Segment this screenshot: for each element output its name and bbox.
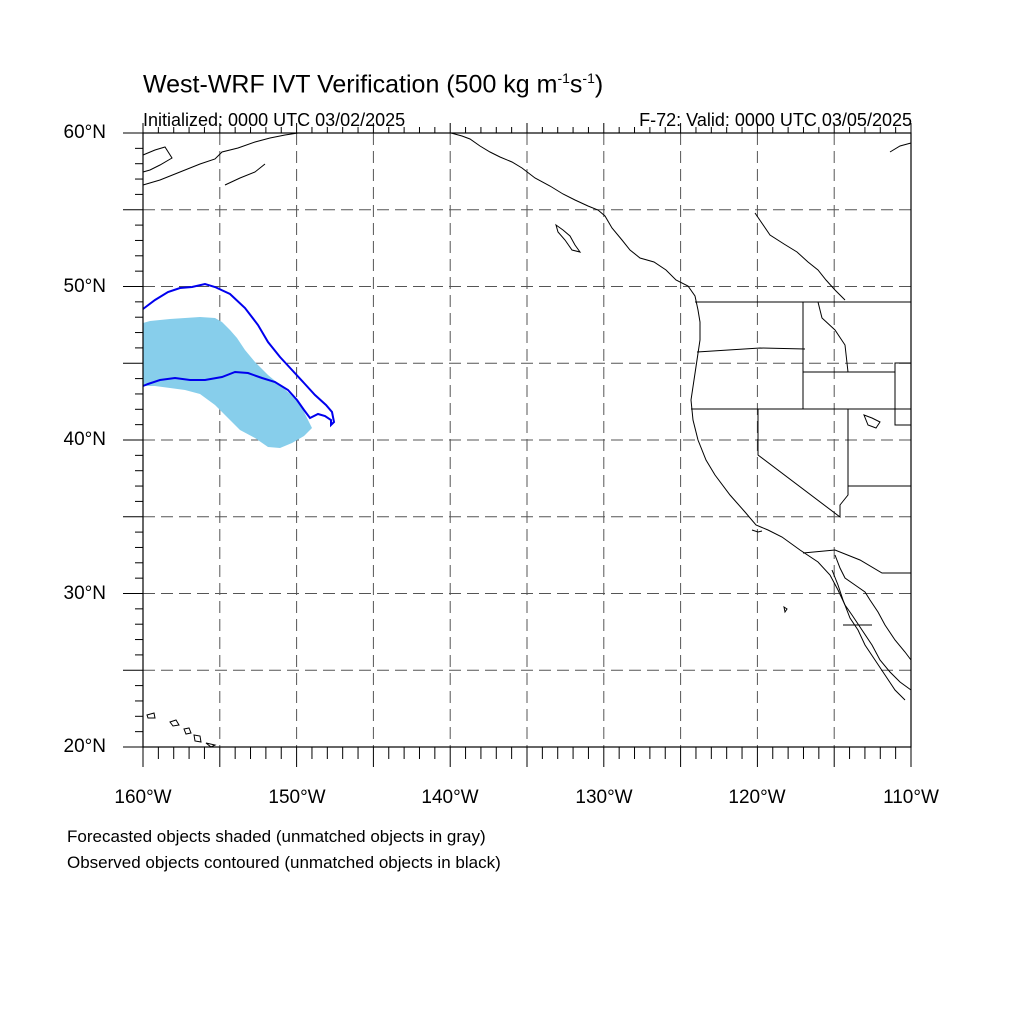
lat-label-30: 30°N [63, 583, 106, 604]
lon-label-160w: 160°W [114, 787, 172, 808]
forecast-ivt-object [143, 317, 312, 448]
lat-label-50: 50°N [63, 276, 106, 297]
initialized-label: Initialized: 0000 UTC 03/02/2025 [143, 110, 406, 130]
lon-label-120w: 120°W [728, 787, 786, 808]
lon-label-140w: 140°W [421, 787, 479, 808]
axis-ticks [123, 123, 912, 767]
lat-label-60: 60°N [63, 122, 106, 143]
map-border [142, 132, 912, 748]
lon-label-110w: 110°W [883, 787, 939, 808]
legend-forecast-note: Forecasted objects shaded (unmatched obj… [67, 827, 486, 846]
legend-observed-note: Observed objects contoured (unmatched ob… [67, 853, 501, 872]
lon-label-130w: 130°W [575, 787, 633, 808]
political-borders [691, 301, 911, 626]
lat-lon-grid [143, 133, 911, 747]
map-title: West-WRF IVT Verification (500 kg m-1s-1… [143, 70, 604, 99]
coastlines [142, 132, 912, 748]
observed-ivt-contour [142, 282, 336, 428]
lat-label-20: 20°N [63, 736, 106, 757]
lon-label-150w: 150°W [268, 787, 326, 808]
valid-time-label: F-72: Valid: 0000 UTC 03/05/2025 [639, 110, 912, 130]
lat-label-40: 40°N [63, 429, 106, 450]
